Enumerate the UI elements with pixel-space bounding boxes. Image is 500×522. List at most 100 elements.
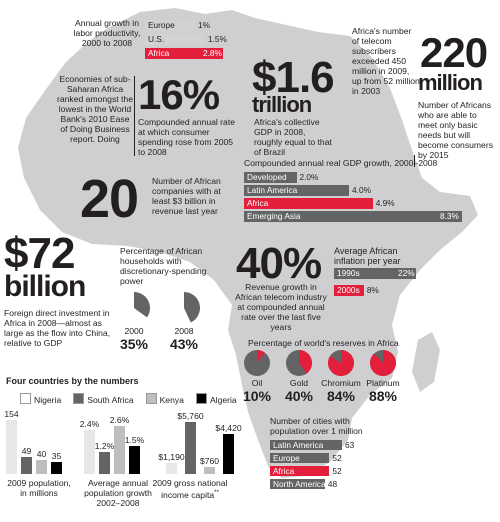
companies-big: 20 [80,169,139,229]
legend-swatch [20,393,31,404]
income-value: $4,420 [215,423,242,434]
cities-bar [270,453,330,463]
legend-label: Nigeria [34,395,62,405]
cities-label: Africa [273,466,295,476]
real-gdp-title: Compounded annual real GDP growth, 2000–… [244,158,438,168]
labor-title: Annual growth in labor productivity, 200… [73,18,141,48]
millions-big: 220 [420,29,488,76]
cities-value: 52 [332,453,342,463]
inflation-bar [334,285,364,296]
growth-value: 1.5% [124,435,145,446]
population-value: 154 [4,409,19,419]
legend-item: Algeria [195,393,237,405]
gdp-text: Africa's collective GDP in 2008, roughly… [254,117,332,157]
legend-swatch [195,393,207,404]
pie-slice [184,292,200,323]
reserve-pie [286,350,312,381]
population-value: 49 [21,445,32,456]
growth-bar [84,429,95,474]
cities-bar [270,466,330,476]
household-pie [118,292,150,329]
inflation-bar [334,268,416,279]
fdi-unit: billion [4,270,86,303]
income-value: $5,760 [177,411,204,421]
real-gdp-bar [244,211,462,222]
household-pct: 35% [119,336,149,352]
fdi-big: $72 [4,229,75,278]
growth-value: 2.4% [79,418,100,429]
reserve-pies: Oil 10% Gold 40% Chromium 84% Platinum 88% [240,350,400,406]
income-bar [185,422,196,474]
reserve-pie [244,350,270,381]
population-value: 35 [51,450,62,461]
labor-bar [145,48,223,59]
legend-swatch [145,393,157,404]
growth-bar [99,451,110,474]
population-bar [21,456,32,474]
reserve-pct: 10% [242,388,272,404]
household-year: 2008 [174,326,194,336]
growth-value: 2.6% [109,415,130,425]
madagascar [412,332,440,392]
inflation-chart: 1990s 22% 2000s 8% [334,268,416,300]
income-bar [223,434,234,474]
real-gdp-label: Africa [247,198,269,208]
millions-unit: million [418,70,483,95]
ease-text: Economies of sub-Saharan Africa ranked a… [57,74,133,144]
cities-chart: Latin America 63 Europe 52 Africa 52 North Ame… [270,440,360,492]
household-pct: 43% [169,336,199,352]
growth-caption: Average annual population growth 2002–20… [84,478,152,508]
income-bar [166,463,177,474]
pie-slice [299,350,312,374]
legend-label: South Africa [87,395,134,405]
reserve-pct: 88% [368,388,398,404]
real-gdp-label: Emerging Asia [247,211,301,221]
legend-item: Nigeria [20,393,61,405]
population-chart: 154 49 40 35 [4,408,70,474]
real-gdp-bar [244,172,297,183]
population-value: 40 [36,448,47,459]
income-caption-text: 2009 gross national income capita [152,478,228,500]
labor-value: 1% [198,20,210,30]
income-caption: 2009 gross national income capita** [150,478,230,500]
legend-swatch [73,393,85,404]
reserve-label: Platinum [366,378,400,388]
fdi-text: Foreign direct investment in Africa in 2… [4,308,111,348]
household-pie [168,292,200,329]
cities-label: Latin America [273,440,324,450]
legend-label: Algeria [209,395,237,405]
legend-item: Kenya [145,393,184,405]
cities-bar [270,440,342,450]
labor-bar [145,20,195,31]
labor-value: 1.5% [208,34,227,44]
pie-slice [328,350,354,376]
reserves-title: Percentage of world's reserves in Africa [248,338,399,348]
population-bar [36,459,47,474]
growth-bar [114,426,125,474]
cities-title: Number of cities with population over 1 … [270,416,363,436]
growth-bar [129,446,140,474]
real-gdp-value: 2.0% [299,172,319,182]
consumer-big: 16% [138,71,220,118]
cities-bar [270,479,325,489]
gdp-unit: trillion [252,92,312,117]
income-bar [204,467,215,474]
africa-silhouette [18,8,478,478]
income-value: $1,190 [158,452,185,463]
population-bar [6,420,17,474]
labor-chart: Europe 1% U.S. 1.5% Africa 2.8% [145,20,250,64]
cities-value: 52 [332,466,342,476]
real-gdp-value: 4.0% [352,185,371,195]
real-gdp-label: Latin America [247,185,298,195]
telecom-rev-big: 40% [236,239,322,288]
telecom-rev-text: Revenue growth in African telecom indust… [235,282,327,332]
labor-label: Africa [148,48,170,58]
labor-label: Europe [148,20,175,30]
growth-value: 1.2% [94,440,115,451]
reserve-pie [328,350,354,381]
four-legend: Nigeria South Africa Kenya Algeria [20,390,260,405]
inflation-label: 1990s [337,268,360,278]
four-title: Four countries by the numbers [6,376,139,386]
consumer-text: Compounded annual rate at which consumer… [138,117,235,157]
